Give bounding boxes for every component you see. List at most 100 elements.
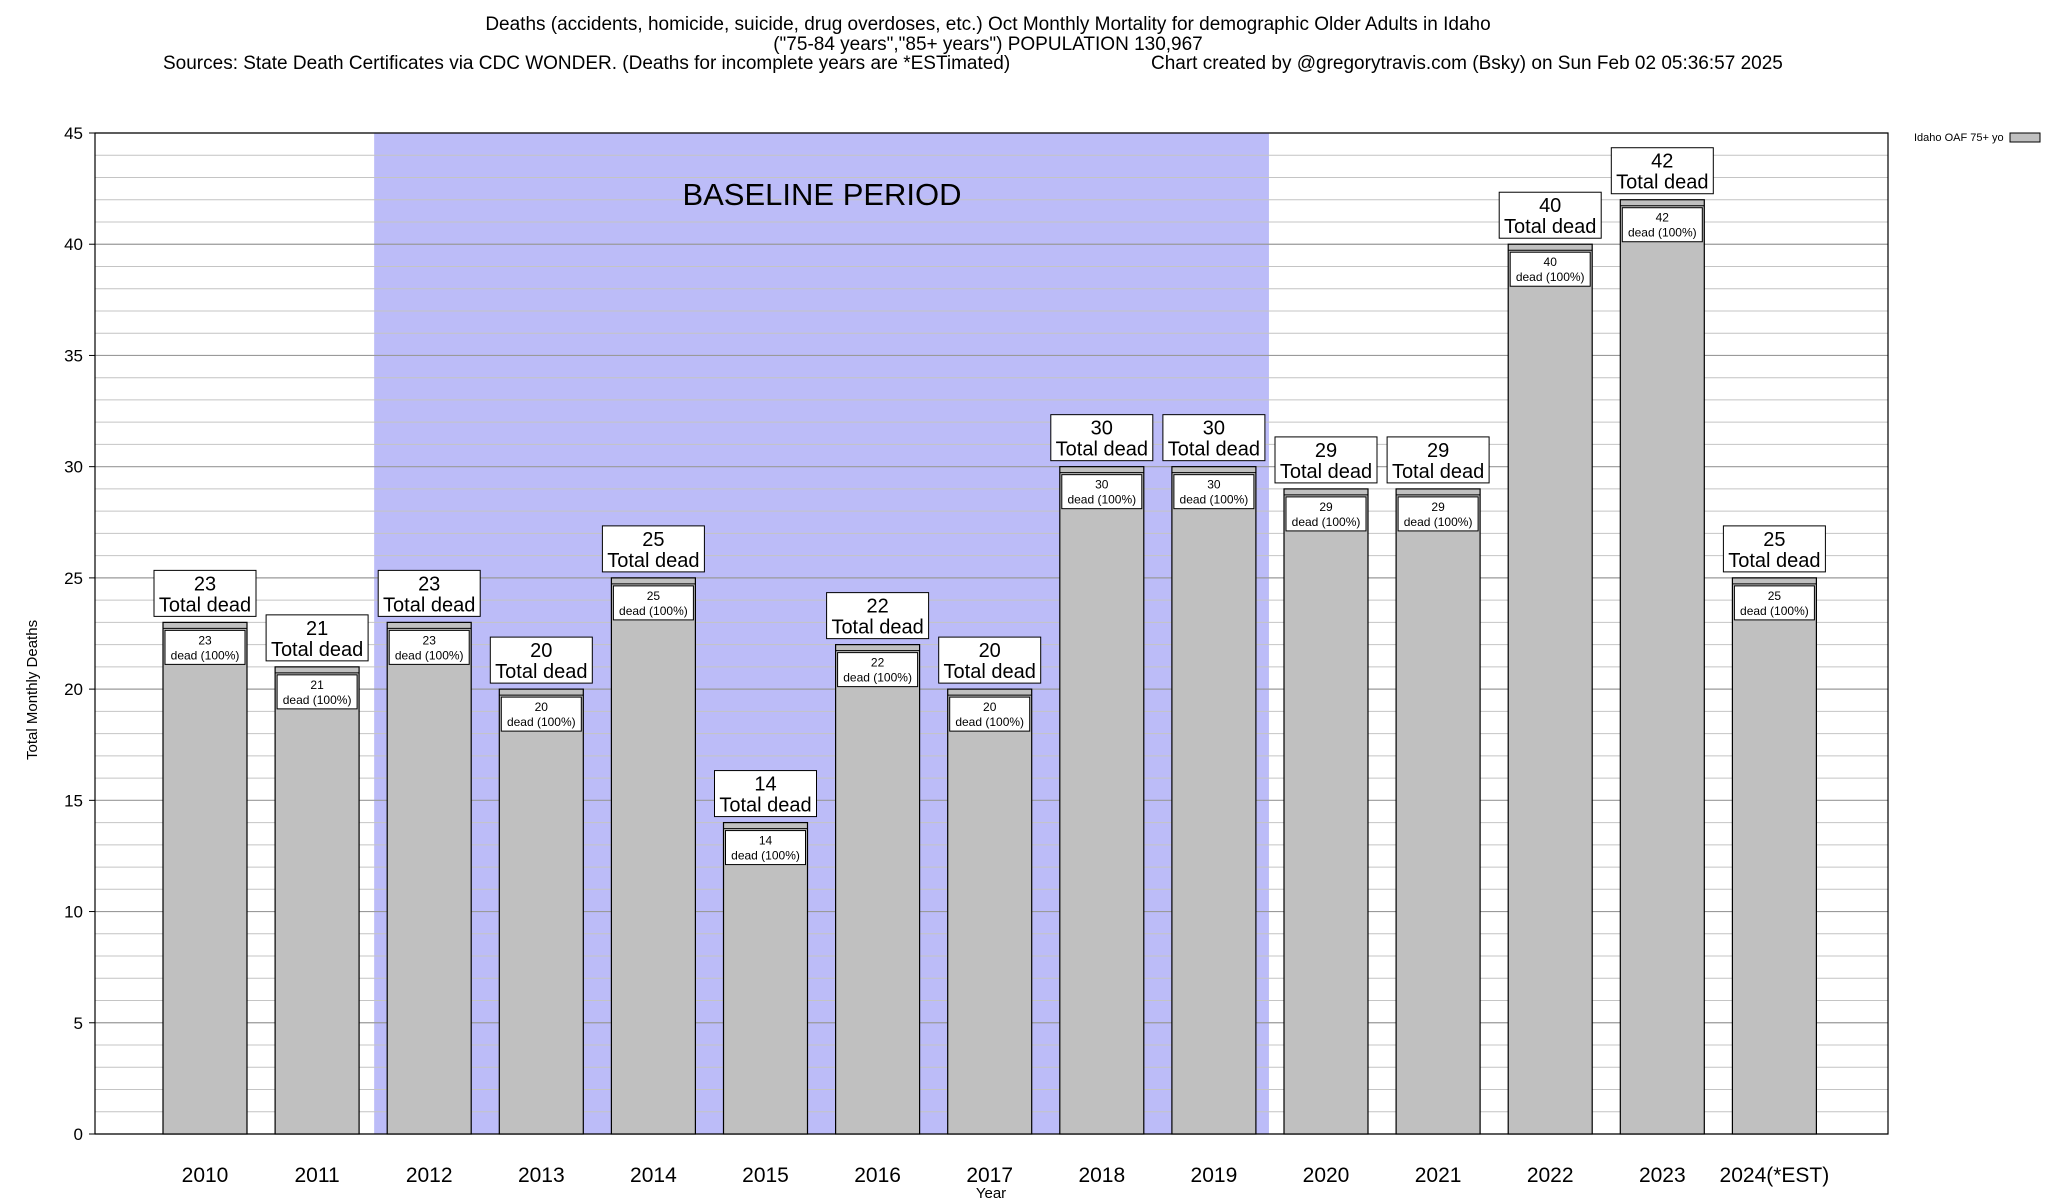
y-tick-label: 35 [64,346,83,365]
x-tick-label: 2022 [1527,1164,1574,1187]
y-tick-label: 15 [64,791,83,810]
bar-total-value: 20 [530,640,552,662]
bar-total-label: Total dead [831,617,923,639]
x-tick-label: 2016 [854,1164,901,1187]
chart-subtitle: ("75-84 years","85+ years") POPULATION 1… [773,34,1203,55]
bar-inner-label-box [949,696,1031,732]
bar-2021 [1395,488,1481,1135]
bar-inner-percent: dead (100%) [1628,226,1697,240]
bar-2023 [1619,199,1705,1135]
bar-2011 [274,666,360,1135]
x-tick-label: 2017 [966,1164,1013,1187]
bar-2010 [162,621,248,1135]
bar-total-value: 29 [1315,440,1337,462]
bar-inner-value: 25 [647,589,661,603]
y-tick-label: 25 [64,569,83,588]
bar-inner-value: 14 [759,834,773,848]
bar-inner-label-box [388,629,470,665]
bar-2019 [1171,466,1257,1135]
bar-inner-percent: dead (100%) [283,693,352,707]
chart-title-line-1: Deaths (accidents, homicide, suicide, dr… [485,14,1491,35]
bar-total-label: Total dead [159,594,251,616]
x-axis-label: Year [976,1185,1006,1200]
bar-inner-label-box [1061,474,1143,510]
bar-inner-value: 20 [983,700,997,714]
bar-inner-value: 23 [198,633,212,647]
bar-total-label-box [1274,436,1378,484]
bar-inner-value: 30 [1207,478,1221,492]
chart-sources: Sources: State Death Certificates via CD… [163,53,1011,74]
x-tick-label: 2015 [742,1164,789,1187]
x-tick-label: 2010 [182,1164,229,1187]
bar-total-label: Total dead [1168,439,1260,461]
x-tick-label: 2012 [406,1164,453,1187]
bar-inner-value: 29 [1319,500,1333,514]
bar-total-label-box [153,569,257,617]
bar-inner-label-box [164,629,246,665]
legend-label: Idaho OAF 75+ yo [1914,132,2004,144]
y-tick-label: 45 [64,124,83,143]
bar-total-label: Total dead [1280,461,1372,483]
bar-inner-label-box [1285,496,1367,532]
bar-total-value: 21 [306,618,328,640]
bar-2022 [1507,243,1593,1135]
bar-total-label-box [826,592,930,640]
bar-total-value: 30 [1203,418,1225,440]
bar-total-label-box [938,636,1042,684]
bar-inner-label-box [500,696,582,732]
bar-inner-percent: dead (100%) [395,648,464,662]
bar-inner-value: 29 [1431,500,1445,514]
bar-total-value: 20 [979,640,1001,662]
bar-2017 [947,688,1033,1135]
bar-2024(*EST) [1731,577,1818,1135]
bar-inner-label-box [1397,496,1479,532]
bar-inner-percent: dead (100%) [843,671,912,685]
bar-2015 [722,821,809,1135]
x-tick-label: 2014 [630,1164,677,1187]
bar-total-label: Total dead [607,550,699,572]
bar-inner-label-box [612,585,694,621]
x-tick-label: 2024(*EST) [1720,1164,1830,1187]
bar-total-value: 30 [1091,418,1113,440]
x-tick-label: 2019 [1191,1164,1238,1187]
bar-total-value: 23 [418,573,440,595]
bar-total-label-box [1050,414,1154,462]
bar-inner-label-box [1509,251,1591,287]
bar-total-value: 25 [642,529,664,551]
bar-2018 [1059,466,1145,1135]
bar-2012 [386,621,472,1135]
bar-total-label: Total dead [1504,216,1596,238]
bar-total-label: Total dead [1392,461,1484,483]
bar-total-value: 23 [194,573,216,595]
bar-total-label-box [1610,147,1714,195]
bar-inner-percent: dead (100%) [507,715,576,729]
bar-inner-percent: dead (100%) [1292,515,1361,529]
bar-inner-percent: dead (100%) [171,648,240,662]
bar-total-label-box [714,770,817,818]
y-tick-label: 0 [74,1125,83,1144]
bar-inner-value: 42 [1656,211,1670,225]
y-tick-label: 40 [64,235,83,254]
bar-total-label-box [601,525,705,573]
y-axis-label: Total Monthly Deaths [24,619,41,760]
bar-total-label-box [1498,191,1602,239]
bar-inner-percent: dead (100%) [619,604,688,618]
bar-2020 [1283,488,1369,1135]
bar-total-value: 22 [866,596,888,618]
bar-total-label: Total dead [271,639,363,661]
bar-2014 [610,577,697,1135]
bar-total-label: Total dead [944,661,1036,683]
bar-inner-value: 25 [1768,589,1782,603]
baseline-period-label: BASELINE PERIOD [682,177,961,212]
bar-inner-percent: dead (100%) [731,849,800,863]
x-tick-label: 2020 [1303,1164,1350,1187]
bar-total-label-box [1386,436,1490,484]
bar-inner-label-box [1173,474,1255,510]
chart-credit: Chart created by @gregorytravis.com (Bsk… [1151,53,1783,74]
bar-inner-label-box [725,830,806,866]
bar-inner-percent: dead (100%) [955,715,1024,729]
bar-inner-label-box [276,674,358,710]
bar-total-value: 25 [1763,529,1785,551]
bar-inner-percent: dead (100%) [1740,604,1809,618]
